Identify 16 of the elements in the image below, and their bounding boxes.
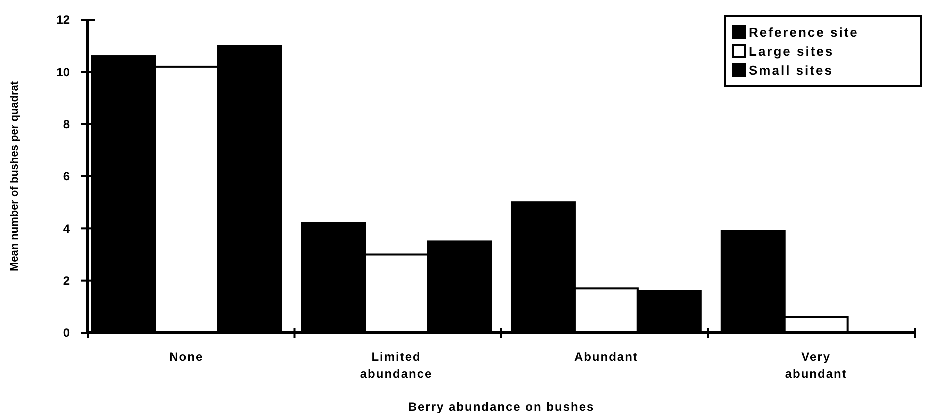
y-tick-label: 12	[56, 13, 70, 28]
x-tick-label: Limited abundance	[360, 350, 433, 381]
y-tick-label: 2	[63, 274, 70, 288]
y-axis-title: Mean number of bushes per quadrat	[9, 81, 21, 272]
y-tick-label: 6	[63, 170, 70, 184]
x-tick-label: None	[170, 350, 204, 364]
legend-label: Small sites	[749, 63, 834, 78]
legend-label: Reference site	[749, 25, 859, 40]
x-axis-title: Berry abundance on bushes	[408, 400, 595, 414]
y-tick-label: 10	[56, 65, 70, 80]
x-tick-label: Abundant	[574, 350, 638, 364]
y-tick-label: 4	[63, 222, 70, 236]
y-tick-label: 0	[63, 326, 70, 340]
x-tick-label: Very abundant	[785, 350, 848, 381]
legend-label: Large sites	[749, 44, 834, 59]
y-tick-label: 8	[63, 118, 70, 132]
